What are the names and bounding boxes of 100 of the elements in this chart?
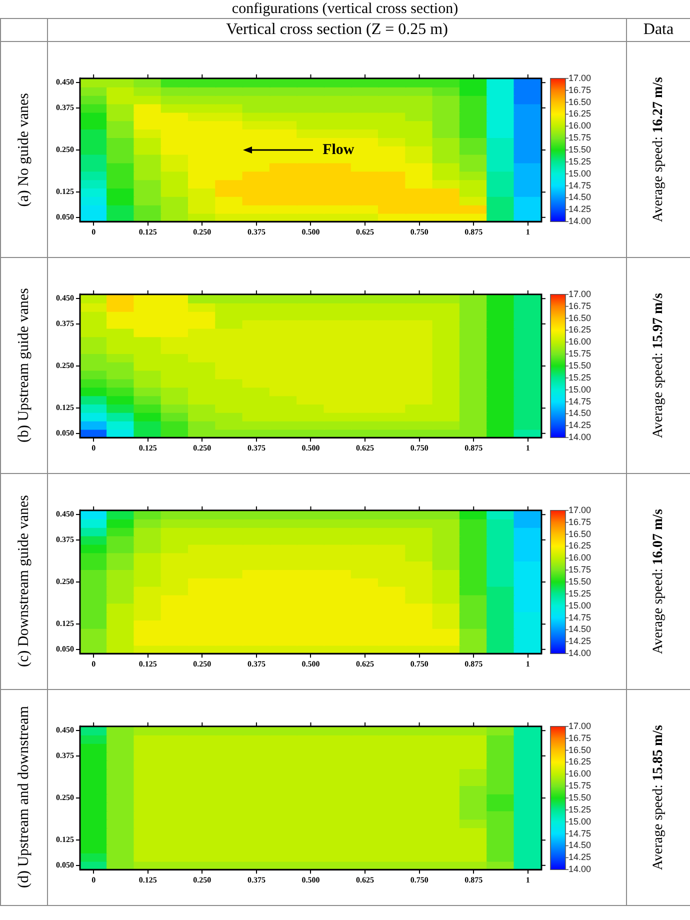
y-tick-label: 0.125 <box>56 834 74 844</box>
color-bar-label: 14.50 <box>568 840 592 850</box>
text: Average speed: 15.97 m/s <box>650 292 666 438</box>
color-bar-label: 14.25 <box>568 636 592 646</box>
y-tick-label: 0.375 <box>56 750 74 760</box>
x-tick-label: 0.750 <box>410 226 428 236</box>
color-bar-label: 15.50 <box>568 144 592 154</box>
y-tick-label: 0.125 <box>56 402 74 412</box>
text: configurations (vertical cross section) <box>232 1 458 17</box>
y-tick-label: 0.125 <box>56 186 74 196</box>
y-tick-label: 0.250 <box>56 360 74 370</box>
y-tick-label: 0.450 <box>56 293 74 302</box>
color-bar-label: 15.50 <box>568 792 592 802</box>
color-bar-label: 14.00 <box>568 864 592 874</box>
color-bar-label: 17.00 <box>568 504 592 514</box>
color-bar-label: 15.00 <box>568 600 592 610</box>
color-bar-label: 16.00 <box>568 120 592 130</box>
color-bar-label: 14.75 <box>568 396 592 406</box>
color-bar-label: 15.75 <box>568 132 592 142</box>
color-bar-label: 16.50 <box>568 96 592 106</box>
color-bar-label: 16.75 <box>568 516 592 526</box>
y-tick-label: 0.125 <box>56 618 74 628</box>
color-bar-label: 15.25 <box>568 156 592 166</box>
color-bar-label: 15.25 <box>568 804 592 814</box>
x-tick-label: 0 <box>92 874 96 884</box>
text: Average speed: 15.85 m/s <box>650 724 666 870</box>
x-tick-label: 0.250 <box>193 658 212 668</box>
x-tick-label: 1 <box>526 226 530 236</box>
x-tick-label: 0.375 <box>247 442 266 452</box>
x-tick-label: 0.500 <box>302 874 320 884</box>
x-tick-label: 0.625 <box>356 658 374 668</box>
color-bar-label: 16.75 <box>568 732 592 742</box>
x-tick-label: 0.875 <box>464 874 483 884</box>
x-tick-label: 0.375 <box>247 874 266 884</box>
color-bar-label: 17.00 <box>568 72 592 82</box>
x-tick-label: 0.125 <box>138 226 157 236</box>
x-tick-label: 0.500 <box>302 658 320 668</box>
color-bar-label: 14.25 <box>568 420 592 430</box>
color-bar-label: 16.25 <box>568 108 592 118</box>
color-bar-label: 16.50 <box>568 312 592 322</box>
y-tick-label: 0.250 <box>56 144 74 154</box>
y-tick-label: 0.050 <box>56 428 74 437</box>
x-tick-label: 0.625 <box>356 874 374 884</box>
color-bar-label: 16.50 <box>568 744 592 754</box>
y-tick-label: 0.450 <box>56 77 74 86</box>
x-tick-label: 0.875 <box>464 442 483 452</box>
color-bar-label: 14.75 <box>568 828 592 838</box>
x-tick-label: 0.250 <box>193 442 212 452</box>
text: (b) Upstream guide vanes <box>16 288 32 443</box>
x-tick-label: 0.750 <box>410 874 428 884</box>
text: Average speed: 16.27 m/s <box>650 76 666 222</box>
color-bar-label: 15.75 <box>568 780 592 790</box>
x-tick-label: 0.625 <box>356 442 374 452</box>
color-bar-label: 14.50 <box>568 408 592 418</box>
color-bar-label: 14.25 <box>568 204 592 214</box>
annotation: Flow <box>322 141 354 158</box>
color-bar-label: 15.50 <box>568 360 592 370</box>
color-bar-label: 16.25 <box>568 540 592 550</box>
x-tick-label: 0.875 <box>464 658 483 668</box>
x-tick-label: 0.500 <box>302 442 320 452</box>
x-tick-label: 0.750 <box>410 442 428 452</box>
x-tick-label: 1 <box>526 442 530 452</box>
color-bar-label: 16.00 <box>568 336 592 346</box>
text: (a) No guide vanes <box>16 92 32 206</box>
color-bar-label: 17.00 <box>568 720 592 730</box>
x-tick-label: 0.875 <box>464 226 483 236</box>
color-bar-label: 15.75 <box>568 348 592 358</box>
color-bar-label: 15.75 <box>568 564 592 574</box>
x-tick-label: 0 <box>92 442 96 452</box>
x-tick-label: 1 <box>526 874 530 884</box>
color-bar-label: 15.25 <box>568 372 592 382</box>
y-tick-label: 0.450 <box>56 509 74 518</box>
color-bar-label: 14.75 <box>568 612 592 622</box>
color-bar-label: 15.00 <box>568 168 592 178</box>
y-tick-label: 0.375 <box>56 102 74 112</box>
color-bar-label: 15.50 <box>568 576 592 586</box>
text: Data <box>643 21 674 39</box>
color-bar-label: 14.50 <box>568 624 592 634</box>
x-tick-label: 1 <box>526 658 530 668</box>
color-bar-label: 15.00 <box>568 816 592 826</box>
color-bar-label: 16.50 <box>568 528 592 538</box>
x-tick-label: 0.125 <box>138 874 157 884</box>
x-tick-label: 0.500 <box>302 226 320 236</box>
color-bar-label: 16.00 <box>568 552 592 562</box>
x-tick-label: 0.625 <box>356 226 374 236</box>
color-bar-label: 16.25 <box>568 324 592 334</box>
x-tick-label: 0 <box>92 658 96 668</box>
x-tick-label: 0 <box>92 226 96 236</box>
text: (c) Downstream guide vanes <box>16 495 32 668</box>
y-tick-label: 0.450 <box>56 725 74 734</box>
y-tick-label: 0.050 <box>56 644 74 653</box>
y-tick-label: 0.375 <box>56 318 74 328</box>
color-bar-label: 16.25 <box>568 756 592 766</box>
text: Vertical cross section (Z = 0.25 m) <box>226 21 448 39</box>
y-tick-label: 0.250 <box>56 792 74 802</box>
x-tick-label: 0.750 <box>410 658 428 668</box>
color-bar-label: 16.75 <box>568 84 592 94</box>
color-bar-label: 14.25 <box>568 852 592 862</box>
x-tick-label: 0.375 <box>247 226 266 236</box>
color-bar-label: 14.00 <box>568 432 592 442</box>
